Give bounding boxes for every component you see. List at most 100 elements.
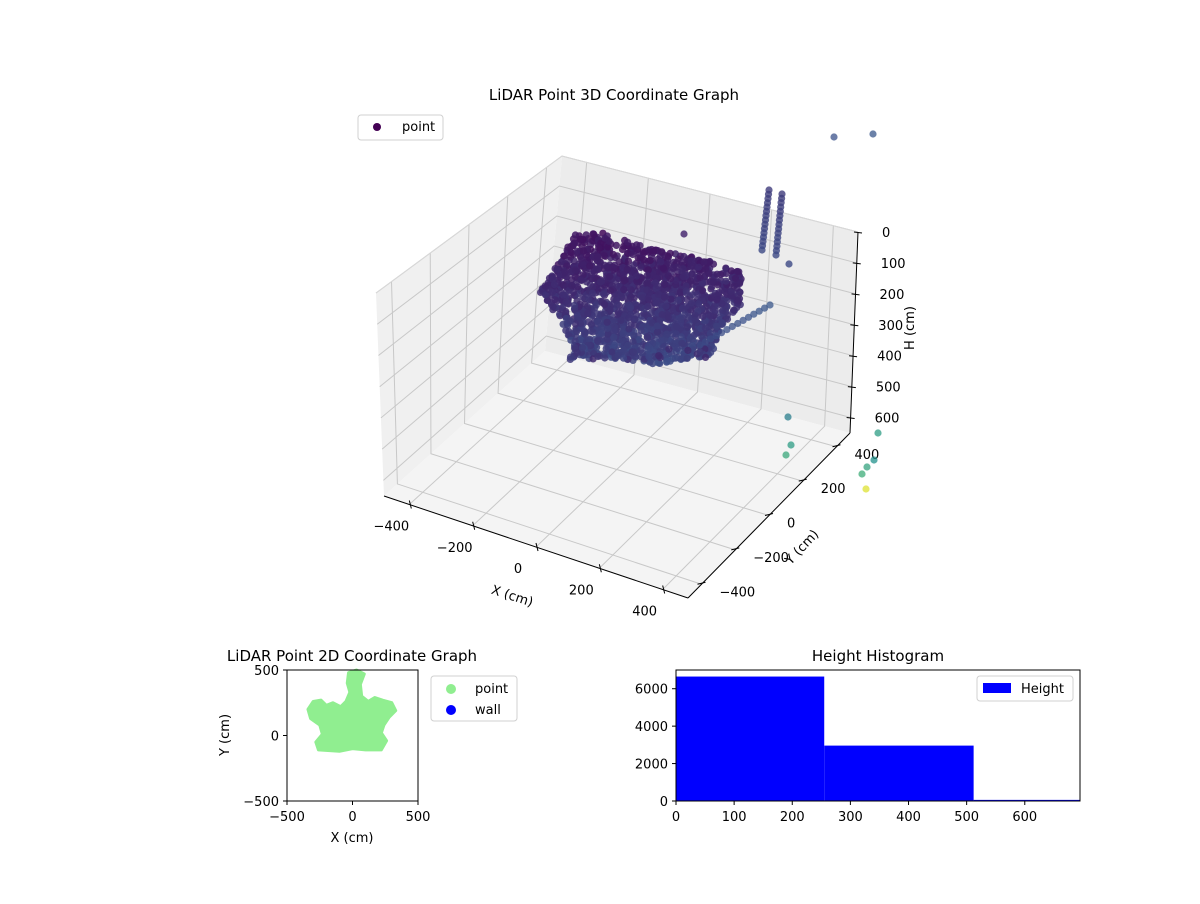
pane-left — [376, 156, 562, 496]
legend-2d: point wall — [430, 675, 518, 722]
point-3d — [662, 302, 670, 310]
point-3d — [653, 322, 661, 330]
point-3d — [548, 288, 557, 296]
point-3d — [567, 248, 575, 257]
point-3d — [617, 316, 625, 324]
point-3d — [630, 332, 638, 340]
y-axis-label-2d: Y (cm) — [218, 714, 233, 757]
point-3d — [657, 258, 665, 266]
point-3d — [610, 327, 618, 335]
point-region-2d — [306, 668, 398, 753]
z-tick-label-3d: 500 — [876, 381, 901, 396]
point-3d — [601, 234, 609, 242]
x-tick-label-hist: 500 — [954, 810, 979, 825]
point-3d — [785, 260, 793, 268]
point-3d — [713, 296, 721, 304]
point-3d — [604, 330, 612, 338]
point-3d — [595, 244, 603, 252]
point-3d — [723, 326, 731, 334]
z-axis-label-3d: H (cm) — [903, 306, 918, 350]
point-3d — [706, 312, 714, 320]
point-3d — [709, 260, 718, 268]
point-3d — [596, 278, 604, 286]
legend-height-label: Height — [1021, 682, 1064, 697]
points-2d — [306, 668, 398, 753]
point-3d — [559, 291, 567, 299]
point-3d — [699, 312, 707, 321]
point-3d — [643, 333, 651, 341]
point-3d — [672, 354, 680, 362]
legend-height-swatch — [983, 683, 1011, 693]
chart-3d-title: LiDAR Point 3D Coordinate Graph — [489, 86, 739, 104]
chart-3d: LiDAR Point 3D Coordinate Graph −400 −200… — [357, 86, 918, 620]
point-3d — [863, 463, 871, 471]
y-tick-label-hist: 6000 — [635, 683, 668, 698]
z-tick-label-3d: 600 — [875, 412, 900, 427]
point-3d — [663, 357, 671, 365]
y-tick-label-3d: −400 — [720, 585, 756, 600]
x-tick-label-3d: −400 — [373, 520, 409, 535]
point-3d — [610, 333, 618, 341]
point-3d — [755, 307, 763, 315]
z-tick-3d — [847, 386, 856, 389]
point-3d — [869, 130, 877, 138]
point-3d — [663, 330, 671, 338]
point-3d — [683, 354, 691, 362]
point-3d — [672, 277, 680, 285]
point-3d — [643, 279, 651, 287]
point-3d — [711, 307, 720, 315]
point-3d — [660, 281, 669, 289]
point-3d — [830, 133, 838, 141]
point-3d — [601, 310, 609, 318]
x-tick-label-hist: 200 — [780, 810, 805, 825]
point-3d — [624, 257, 633, 265]
point-3d — [612, 241, 621, 249]
point-3d — [644, 346, 652, 354]
point-3d — [637, 326, 645, 334]
point-3d — [671, 250, 680, 258]
x-tick-3d — [535, 542, 539, 552]
point-3d — [564, 299, 572, 307]
y-tick-label-2d: 0 — [271, 730, 279, 745]
point-3d — [658, 311, 666, 319]
point-3d — [701, 324, 710, 332]
points-3d — [537, 130, 882, 493]
point-3d — [573, 328, 581, 336]
point-3d — [588, 289, 597, 297]
point-3d — [679, 265, 687, 273]
grid-line-z — [378, 215, 856, 356]
legend-point-label: point — [402, 120, 435, 135]
point-3d — [688, 291, 696, 299]
grid-line-x — [472, 178, 649, 527]
axis-3d-y — [687, 432, 851, 599]
histogram-bar — [973, 799, 1080, 801]
point-3d — [601, 261, 609, 269]
point-3d — [722, 277, 730, 285]
pane-edges — [375, 155, 859, 294]
point-3d — [600, 252, 608, 260]
point-3d — [643, 286, 651, 294]
grid-line-x — [598, 209, 773, 569]
z-tick-3d — [853, 231, 863, 234]
grid-line-y — [429, 253, 736, 551]
point-3d — [688, 299, 696, 307]
point-3d — [571, 273, 579, 281]
point-3d — [606, 306, 614, 314]
point-3d — [696, 274, 704, 282]
point-3d — [674, 296, 682, 305]
point-3d — [666, 249, 674, 257]
point-3d — [718, 319, 726, 327]
point-3d — [562, 307, 570, 316]
legend-3d: point — [357, 114, 444, 141]
point-3d — [727, 267, 736, 275]
point-3d — [601, 301, 609, 309]
point-3d — [613, 311, 622, 319]
x-tick-3d — [408, 500, 412, 509]
point-3d — [608, 348, 616, 356]
point-3d — [549, 303, 557, 311]
point-3d — [655, 352, 663, 360]
point-3d — [619, 330, 627, 338]
point-3d — [571, 231, 580, 239]
point-3d — [734, 319, 742, 328]
